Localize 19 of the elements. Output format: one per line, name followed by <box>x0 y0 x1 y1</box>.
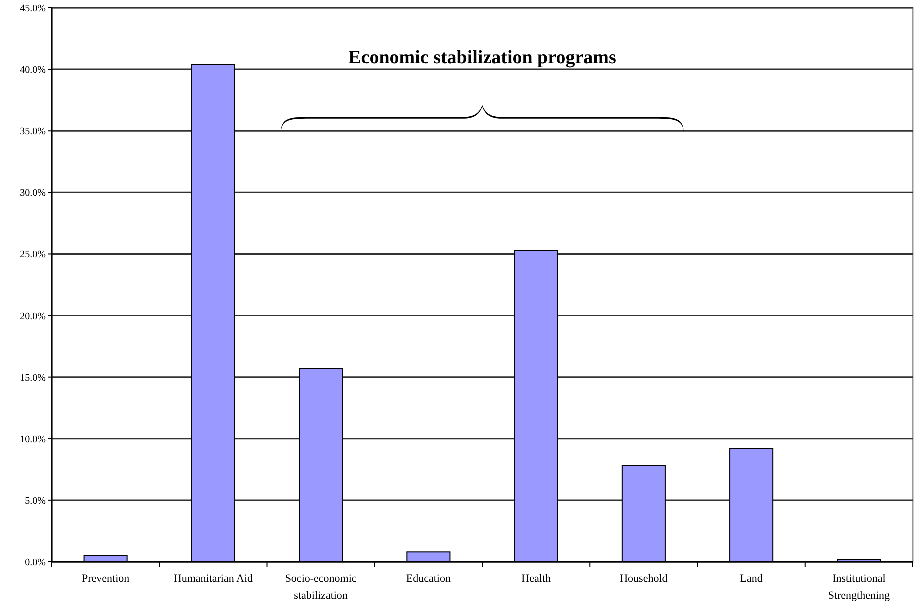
annotation: Economic stabilization programs <box>348 48 616 69</box>
x-tick-label: Health <box>522 573 552 585</box>
x-tick-label: Institutional Strengthening <box>828 573 891 602</box>
y-tick-label: 35.0% <box>20 126 46 138</box>
x-tick-label: Household <box>620 573 668 585</box>
y-tick-label: 30.0% <box>20 188 46 200</box>
x-tick-label: Prevention <box>82 573 130 585</box>
x-tick-label: Socio-economic stabilization <box>285 573 357 602</box>
x-tick-label: Humanitarian Aid <box>174 573 254 585</box>
y-tick-label: 0.0% <box>25 558 46 568</box>
y-tick-label: 45.0% <box>20 4 46 14</box>
y-tick-label: 10.0% <box>20 434 46 446</box>
y-tick-label: 15.0% <box>20 372 46 384</box>
y-tick-label: 5.0% <box>25 496 46 507</box>
y-tick-label: 20.0% <box>20 311 46 322</box>
x-tick-label: Land <box>740 573 764 585</box>
y-tick-label: 25.0% <box>20 250 46 261</box>
y-tick-label: 40.0% <box>20 65 46 76</box>
x-tick-label: Education <box>406 573 452 585</box>
